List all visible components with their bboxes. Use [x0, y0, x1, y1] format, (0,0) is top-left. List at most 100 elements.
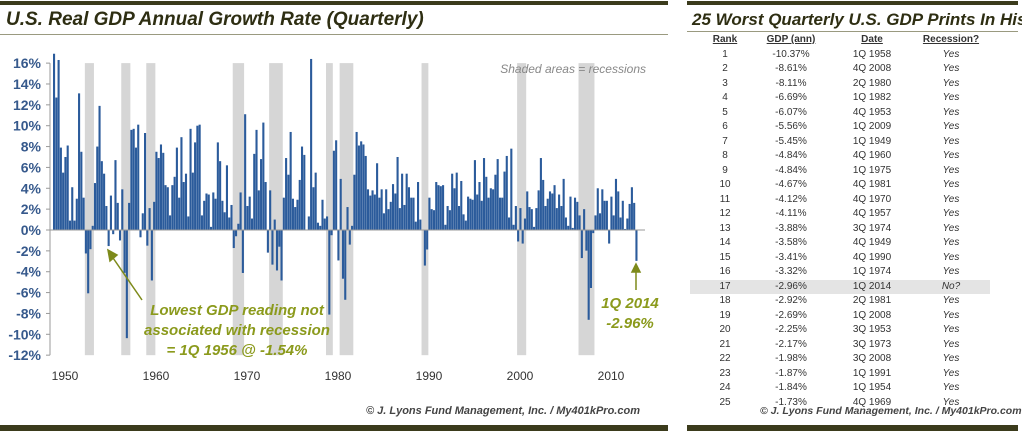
gdp-bar: [159, 144, 163, 230]
recession-cell: Yes: [942, 106, 960, 118]
date-cell: 1Q 1991: [852, 367, 892, 379]
gdp-bar: [410, 197, 413, 230]
gdp-bar: [596, 188, 599, 230]
gdp-bar: [200, 215, 203, 230]
rank-cell: 2: [722, 63, 728, 74]
date-cell: 4Q 1969: [852, 396, 892, 408]
y-tick-label: -12%: [8, 347, 41, 363]
gdp-bar: [300, 146, 304, 230]
gdp-bar: [546, 198, 549, 230]
recession-cell: Yes: [942, 77, 960, 89]
gdp-bar: [264, 182, 267, 230]
gdp-bar: [478, 182, 481, 230]
gdp-bar: [414, 221, 417, 230]
gdp-bar: [335, 140, 338, 230]
gdp-bar: [155, 151, 158, 230]
recession-cell: Yes: [942, 338, 960, 350]
gdp-bar: [230, 204, 233, 230]
gdp-bar: [630, 187, 633, 230]
recession-cell: Yes: [942, 324, 960, 335]
recession-cell: Yes: [942, 295, 960, 306]
gdp-bar: [137, 124, 140, 230]
gdp-bar: [255, 129, 258, 230]
recession-cell: Yes: [942, 150, 960, 161]
gdp-bar: [619, 217, 622, 230]
gdp-bar: [583, 209, 586, 230]
gdp-bar: [319, 225, 322, 230]
gdp-bar: [382, 213, 385, 230]
col-header: GDP (ann): [766, 34, 816, 45]
gdp-cell: -1.84%: [775, 382, 807, 393]
gdp-cell: -6.07%: [775, 106, 807, 118]
gdp-bar: [225, 165, 228, 230]
gdp-bar: [537, 190, 540, 230]
gdp-bar: [339, 178, 342, 230]
x-tick-label: 1950: [52, 369, 79, 383]
recession-cell: Yes: [942, 382, 960, 393]
gdp-bar: [503, 171, 506, 230]
gdp-bar: [528, 207, 531, 230]
chart-title: U.S. Real GDP Annual Growth Rate (Quarte…: [6, 9, 424, 30]
gdp-bar: [294, 207, 297, 230]
gdp-bar: [198, 124, 201, 230]
gdp-bar: [275, 230, 279, 271]
gdp-bar: [530, 209, 533, 230]
col-header: Date: [861, 34, 883, 45]
gdp-bar: [64, 156, 67, 230]
gdp-bar: [610, 196, 613, 230]
gdp-bar: [387, 209, 390, 230]
gdp-bar: [430, 209, 433, 230]
rank-cell: 20: [719, 324, 731, 335]
date-cell: 3Q 1974: [852, 222, 892, 234]
rank-cell: 11: [719, 193, 731, 205]
gdp-bar: [73, 220, 76, 230]
gdp-bar: [569, 196, 572, 230]
gdp-bar: [380, 189, 383, 230]
date-cell: 4Q 1981: [852, 179, 892, 190]
date-cell: 1Q 1974: [852, 266, 892, 277]
left-title-rule: [0, 34, 668, 35]
gdp-bar: [125, 230, 128, 339]
gdp-bar: [221, 200, 224, 230]
right-title-rule: [687, 31, 1018, 32]
gdp-bar: [130, 129, 133, 230]
gdp-bar: [439, 186, 442, 230]
gdp-bar: [71, 187, 74, 230]
gdp-bar: [191, 172, 194, 230]
gdp-bar: [592, 230, 595, 234]
table-row: 7 -5.45% 1Q 1949 Yes: [690, 135, 990, 150]
gdp-bar: [489, 188, 492, 230]
annotation-latest: 1Q 2014: [601, 295, 659, 312]
gdp-bar: [189, 128, 192, 230]
col-header: Rank: [712, 34, 738, 45]
gdp-bar: [118, 230, 122, 241]
gdp-bar: [250, 218, 254, 230]
gdp-bar: [139, 230, 142, 238]
gdp-bar: [626, 218, 629, 230]
rank-cell: 24: [719, 382, 731, 393]
gdp-bar: [444, 224, 447, 230]
right-bottom-bar: [687, 425, 1018, 431]
gdp-bar: [624, 228, 627, 230]
gdp-bar: [244, 114, 247, 230]
gdp-bar: [289, 131, 292, 230]
gdp-bar: [376, 163, 379, 230]
gdp-cell: -10.37%: [772, 48, 810, 60]
gdp-bar: [271, 230, 274, 265]
recession-cell: Yes: [942, 266, 960, 277]
gdp-bar: [75, 198, 78, 230]
gdp-bar: [237, 223, 240, 230]
table-row: 1 -10.37% 1Q 1958 Yes: [690, 48, 990, 63]
gdp-bar: [471, 199, 474, 230]
gdp-bar: [353, 174, 356, 230]
recession-cell: Yes: [942, 193, 960, 205]
gdp-bar: [141, 213, 144, 230]
gdp-bar: [116, 202, 119, 230]
gdp-bar: [169, 215, 172, 230]
gdp-cell: -2.25%: [775, 324, 807, 335]
y-tick-label: 8%: [21, 139, 42, 155]
gdp-bar: [605, 200, 608, 230]
gdp-bar: [216, 142, 219, 230]
gdp-bar: [66, 145, 69, 230]
gdp-bar: [55, 97, 58, 230]
